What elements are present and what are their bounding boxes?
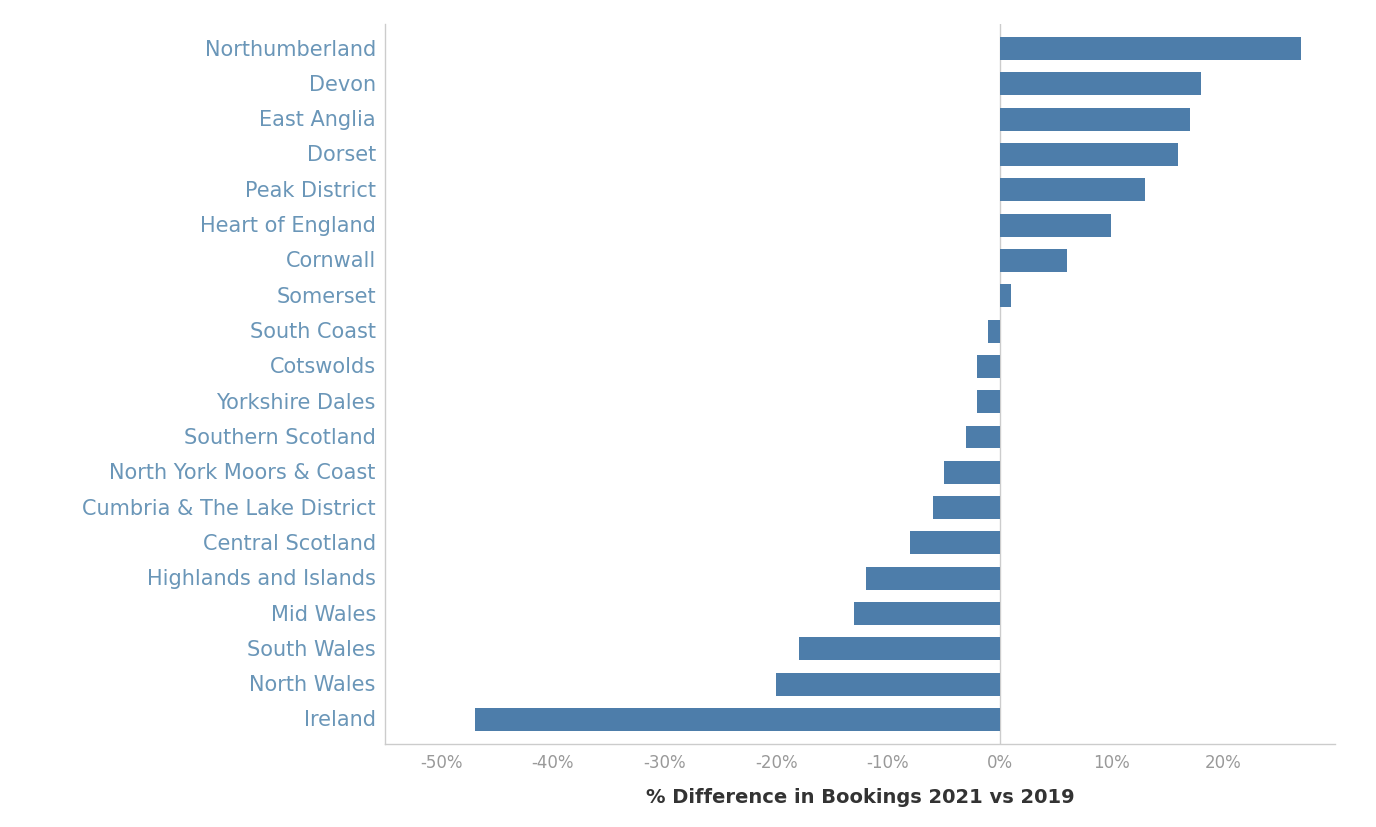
Text: Mid Wales: Mid Wales bbox=[271, 604, 376, 624]
Text: Heart of England: Heart of England bbox=[200, 216, 376, 236]
Text: Cornwall: Cornwall bbox=[286, 251, 376, 271]
Text: Cotswolds: Cotswolds bbox=[270, 357, 376, 377]
Text: Peak District: Peak District bbox=[245, 180, 376, 201]
Bar bbox=[999, 144, 1178, 167]
Bar bbox=[854, 602, 999, 625]
Text: South Wales: South Wales bbox=[248, 639, 376, 659]
Bar bbox=[776, 673, 999, 696]
Bar bbox=[977, 356, 999, 379]
Bar bbox=[475, 708, 999, 731]
Text: Central Scotland: Central Scotland bbox=[202, 533, 376, 553]
Bar bbox=[999, 108, 1189, 131]
Text: Dorset: Dorset bbox=[307, 146, 376, 165]
Bar bbox=[999, 38, 1302, 61]
Text: North York Moors & Coast: North York Moors & Coast bbox=[110, 463, 376, 483]
X-axis label: % Difference in Bookings 2021 vs 2019: % Difference in Bookings 2021 vs 2019 bbox=[645, 787, 1075, 806]
Bar bbox=[944, 461, 999, 484]
Bar bbox=[999, 74, 1201, 96]
Bar bbox=[933, 496, 999, 519]
Bar bbox=[977, 390, 999, 414]
Bar bbox=[988, 320, 999, 343]
Text: Cumbria & The Lake District: Cumbria & The Lake District bbox=[83, 498, 376, 518]
Text: Yorkshire Dales: Yorkshire Dales bbox=[216, 392, 376, 412]
Text: North Wales: North Wales bbox=[249, 674, 376, 695]
Bar bbox=[966, 426, 999, 449]
Bar bbox=[911, 532, 999, 555]
Text: Ireland: Ireland bbox=[304, 710, 376, 729]
Text: Southern Scotland: Southern Scotland bbox=[184, 428, 376, 447]
Text: South Coast: South Coast bbox=[250, 322, 376, 342]
Bar bbox=[999, 250, 1066, 273]
Text: Northumberland: Northumberland bbox=[205, 40, 376, 60]
Bar bbox=[999, 179, 1145, 202]
Bar bbox=[999, 214, 1112, 237]
Text: Devon: Devon bbox=[308, 74, 376, 95]
Text: East Anglia: East Anglia bbox=[259, 110, 376, 130]
Bar bbox=[866, 567, 999, 590]
Bar bbox=[999, 285, 1011, 308]
Text: Highlands and Islands: Highlands and Islands bbox=[147, 568, 376, 589]
Text: Somerset: Somerset bbox=[277, 286, 376, 306]
Bar bbox=[798, 638, 999, 661]
